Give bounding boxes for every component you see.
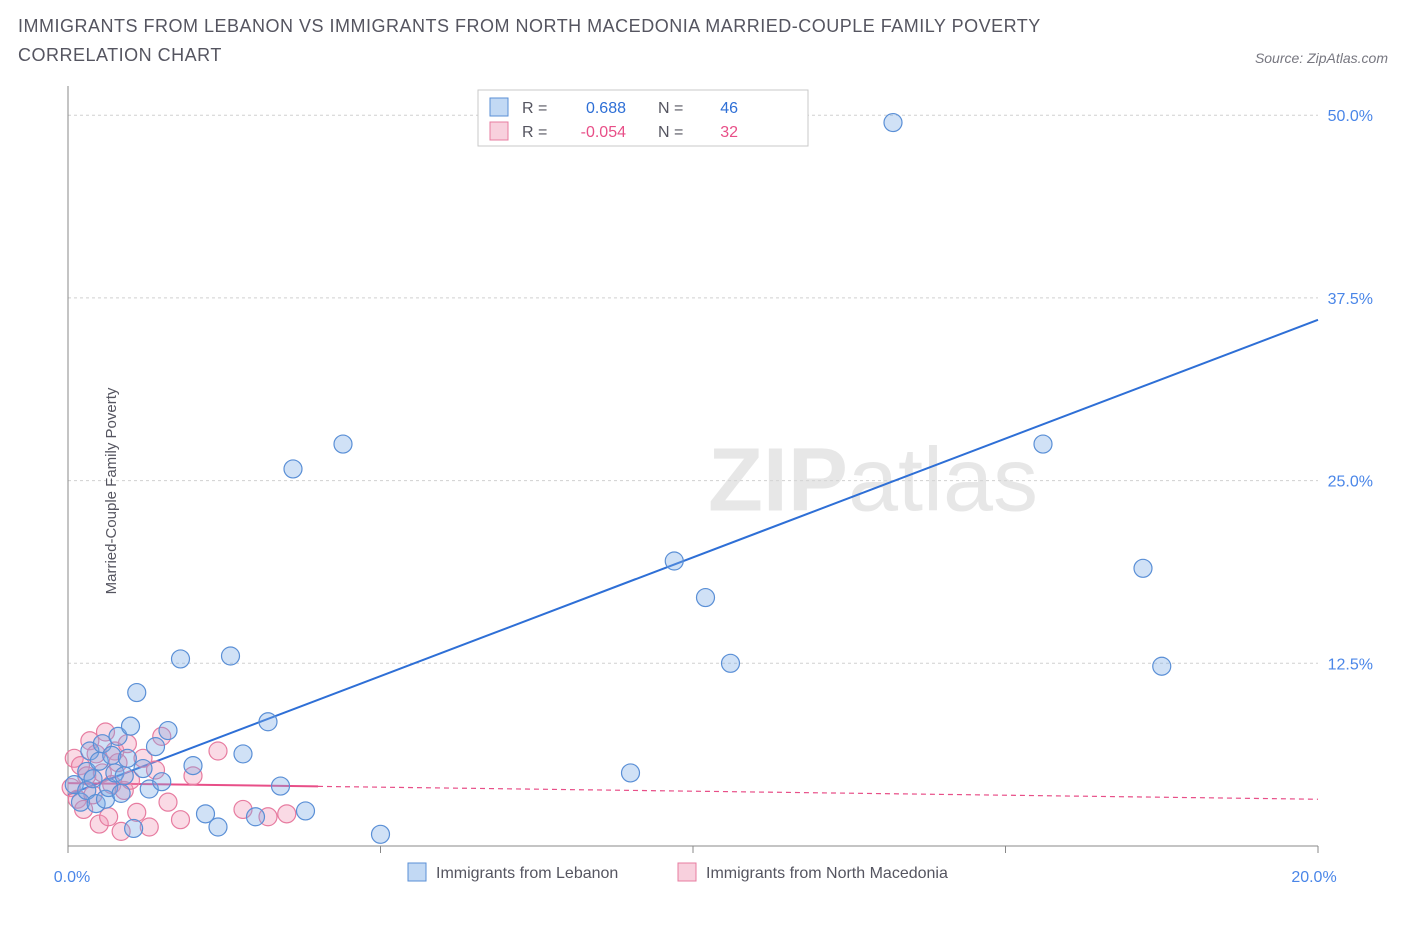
data-point [115,766,133,784]
legend-swatch-macedonia [490,122,508,140]
legend-r-label: R = [522,100,547,117]
data-point [153,772,171,790]
data-point [297,802,315,820]
x-tick-label: 20.0% [1291,869,1336,886]
scatter-chart: 12.5%25.0%37.5%50.0%ZIPatlas0.0%20.0%R =… [18,76,1388,906]
legend-r-value-macedonia: -0.054 [581,124,626,141]
x-tick-label: 0.0% [54,869,90,886]
data-point [272,777,290,795]
trend-line-lebanon [68,319,1318,794]
y-tick-label: 50.0% [1328,108,1373,125]
legend-n-value-macedonia: 32 [720,124,738,141]
y-axis-label: Married-Couple Family Poverty [103,387,120,594]
data-point [278,804,296,822]
data-point [128,683,146,701]
data-point [259,712,277,730]
data-point [125,819,143,837]
data-point [128,803,146,821]
data-point [1134,559,1152,577]
data-point [209,742,227,760]
bottom-legend-label-macedonia: Immigrants from North Macedonia [706,865,948,882]
data-point [134,759,152,777]
data-point [103,746,121,764]
data-point [284,460,302,478]
data-point [622,764,640,782]
data-point [122,717,140,735]
y-tick-label: 37.5% [1328,291,1373,308]
data-point [172,650,190,668]
chart-area: Married-Couple Family Poverty 12.5% 25.0%… [18,76,1388,906]
data-point [209,818,227,836]
data-point [159,793,177,811]
legend-n-label: N = [658,124,683,141]
data-point [334,435,352,453]
data-point [247,807,265,825]
data-point [112,784,130,802]
legend-r-label: R = [522,124,547,141]
data-point [172,810,190,828]
data-point [147,737,165,755]
y-tick-label: 12.5% [1328,656,1373,673]
data-point [1034,435,1052,453]
data-point [1153,657,1171,675]
data-point [722,654,740,672]
data-point [234,745,252,763]
bottom-legend-swatch-lebanon [408,863,426,881]
data-point [697,588,715,606]
legend-n-label: N = [658,100,683,117]
data-point [372,825,390,843]
legend-r-value-lebanon: 0.688 [586,100,626,117]
data-point [222,647,240,665]
data-point [184,756,202,774]
bottom-legend-label-lebanon: Immigrants from Lebanon [436,865,618,882]
bottom-legend-swatch-macedonia [678,863,696,881]
data-point [884,113,902,131]
y-tick-label: 25.0% [1328,473,1373,490]
legend-n-value-lebanon: 46 [720,100,738,117]
source-label: Source: ZipAtlas.com [1255,50,1388,70]
trend-line-north_macedonia-extrapolated [318,786,1318,799]
data-point [118,749,136,767]
legend-swatch-lebanon [490,98,508,116]
chart-title: IMMIGRANTS FROM LEBANON VS IMMIGRANTS FR… [18,12,1118,70]
data-point [159,721,177,739]
data-point [84,769,102,787]
data-point [665,552,683,570]
